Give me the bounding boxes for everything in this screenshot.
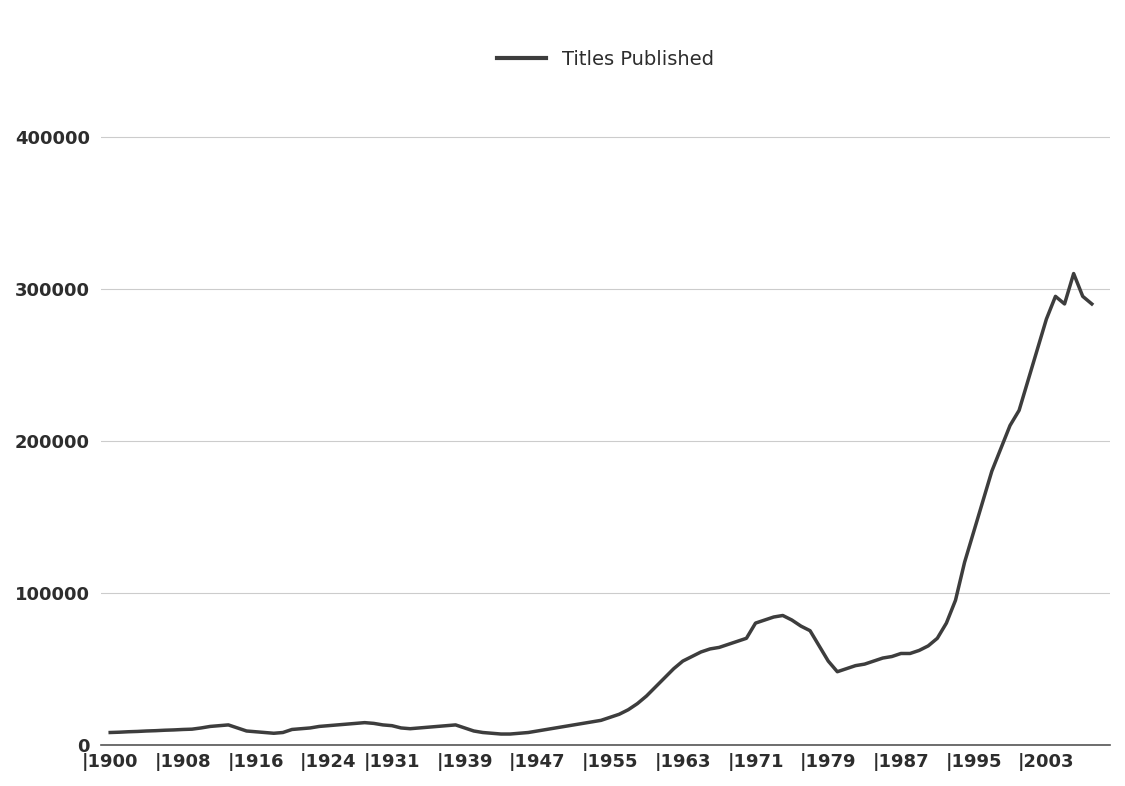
Legend: Titles Published: Titles Published	[489, 42, 721, 77]
